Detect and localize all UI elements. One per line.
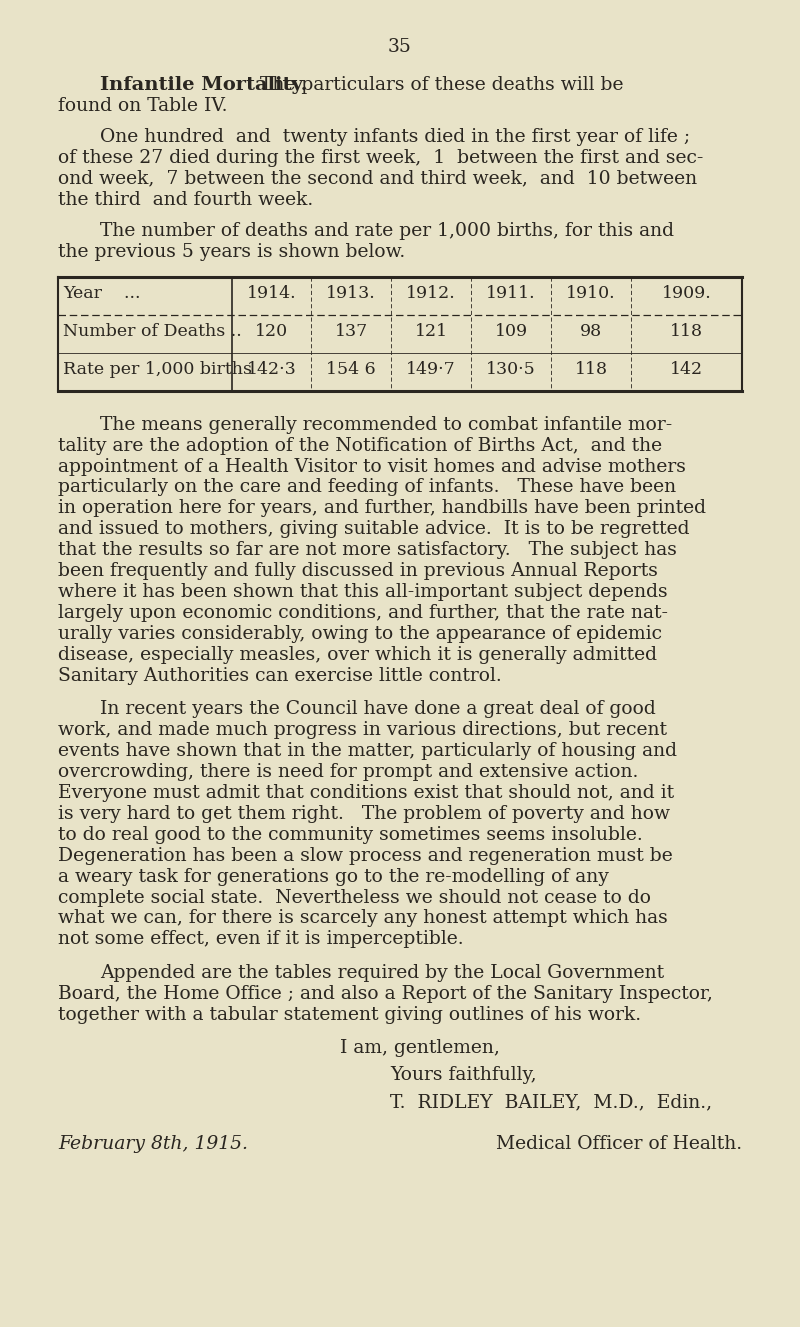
Text: 149·7: 149·7 [406, 361, 456, 378]
Text: The particulars of these deaths will be: The particulars of these deaths will be [248, 76, 623, 94]
Text: what we can, for there is scarcely any honest attempt which has: what we can, for there is scarcely any h… [58, 909, 668, 928]
Text: of these 27 died during the first week,  1  between the first and sec-: of these 27 died during the first week, … [58, 149, 703, 167]
Text: disease, especially measles, over which it is generally admitted: disease, especially measles, over which … [58, 646, 657, 664]
Text: Year    ...: Year ... [63, 284, 141, 301]
Text: to do real good to the community sometimes seems insoluble.: to do real good to the community sometim… [58, 825, 642, 844]
Text: 35: 35 [388, 38, 412, 56]
Text: I am, gentlemen,: I am, gentlemen, [340, 1039, 500, 1058]
Text: 118: 118 [670, 322, 703, 340]
Text: 142: 142 [670, 361, 703, 378]
Text: 1912.: 1912. [406, 284, 456, 301]
Text: the previous 5 years is shown below.: the previous 5 years is shown below. [58, 243, 406, 261]
Text: overcrowding, there is need for prompt and extensive action.: overcrowding, there is need for prompt a… [58, 763, 638, 782]
Text: a weary task for generations go to the re-modelling of any: a weary task for generations go to the r… [58, 868, 609, 885]
Text: In recent years the Council have done a great deal of good: In recent years the Council have done a … [100, 701, 656, 718]
Text: where it has been shown that this all-important subject depends: where it has been shown that this all-im… [58, 583, 668, 601]
Text: Board, the Home Office ; and also a Report of the Sanitary Inspector,: Board, the Home Office ; and also a Repo… [58, 985, 713, 1003]
Bar [58, 276, 742, 390]
Text: T.  RIDLEY  BAILEY,  M.D.,  Edin.,: T. RIDLEY BAILEY, M.D., Edin., [390, 1093, 712, 1112]
Text: that the results so far are not more satisfactory.   The subject has: that the results so far are not more sat… [58, 541, 677, 559]
Text: not some effect, even if it is imperceptible.: not some effect, even if it is impercept… [58, 930, 464, 949]
Text: 1910.: 1910. [566, 284, 616, 301]
Text: Infantile Mortality.: Infantile Mortality. [100, 76, 307, 94]
Text: 1911.: 1911. [486, 284, 536, 301]
Text: 1909.: 1909. [662, 284, 711, 301]
Text: largely upon economic conditions, and further, that the rate nat-: largely upon economic conditions, and fu… [58, 604, 668, 622]
Text: appointment of a Health Visitor to visit homes and advise mothers: appointment of a Health Visitor to visit… [58, 458, 686, 475]
Text: found on Table IV.: found on Table IV. [58, 97, 227, 114]
Text: Number of Deaths ..: Number of Deaths .. [63, 322, 242, 340]
Text: together with a tabular statement giving outlines of his work.: together with a tabular statement giving… [58, 1006, 641, 1023]
Text: Sanitary Authorities can exercise little control.: Sanitary Authorities can exercise little… [58, 666, 502, 685]
Text: 142·3: 142·3 [247, 361, 297, 378]
Text: the third  and fourth week.: the third and fourth week. [58, 191, 314, 208]
Text: Degeneration has been a slow process and regeneration must be: Degeneration has been a slow process and… [58, 847, 673, 865]
Text: is very hard to get them right.   The problem of poverty and how: is very hard to get them right. The prob… [58, 805, 670, 823]
Text: urally varies considerably, owing to the appearance of epidemic: urally varies considerably, owing to the… [58, 625, 662, 642]
Text: Appended are the tables required by the Local Government: Appended are the tables required by the … [100, 963, 664, 982]
Text: 1913.: 1913. [326, 284, 376, 301]
Text: The means generally recommended to combat infantile mor-: The means generally recommended to comba… [100, 415, 672, 434]
Text: 154 6: 154 6 [326, 361, 376, 378]
Text: in operation here for years, and further, handbills have been printed: in operation here for years, and further… [58, 499, 706, 518]
Text: 137: 137 [334, 322, 368, 340]
Text: tality are the adoption of the Notification of Births Act,  and the: tality are the adoption of the Notificat… [58, 437, 662, 455]
Text: 109: 109 [494, 322, 528, 340]
Text: Medical Officer of Health.: Medical Officer of Health. [496, 1136, 742, 1153]
Text: 98: 98 [580, 322, 602, 340]
Text: Rate per 1,000 births: Rate per 1,000 births [63, 361, 252, 378]
Text: 118: 118 [574, 361, 608, 378]
Text: 130·5: 130·5 [486, 361, 536, 378]
Text: 121: 121 [414, 322, 448, 340]
Text: particularly on the care and feeding of infants.   These have been: particularly on the care and feeding of … [58, 479, 676, 496]
Text: complete social state.  Nevertheless we should not cease to do: complete social state. Nevertheless we s… [58, 889, 651, 906]
Text: and issued to mothers, giving suitable advice.  It is to be regretted: and issued to mothers, giving suitable a… [58, 520, 690, 539]
Text: Everyone must admit that conditions exist that should not, and it: Everyone must admit that conditions exis… [58, 784, 674, 802]
Text: 120: 120 [255, 322, 288, 340]
Text: The number of deaths and rate per 1,000 births, for this and: The number of deaths and rate per 1,000 … [100, 222, 674, 240]
Text: Yours faithfully,: Yours faithfully, [390, 1067, 537, 1084]
Text: ond week,  7 between the second and third week,  and  10 between: ond week, 7 between the second and third… [58, 170, 697, 188]
Text: been frequently and fully discussed in previous Annual Reports: been frequently and fully discussed in p… [58, 563, 658, 580]
Text: February 8th, 1915.: February 8th, 1915. [58, 1136, 248, 1153]
Text: 1914.: 1914. [247, 284, 297, 301]
Text: work, and made much progress in various directions, but recent: work, and made much progress in various … [58, 721, 667, 739]
Text: One hundred  and  twenty infants died in the first year of life ;: One hundred and twenty infants died in t… [100, 127, 690, 146]
Text: events have shown that in the matter, particularly of housing and: events have shown that in the matter, pa… [58, 742, 677, 760]
